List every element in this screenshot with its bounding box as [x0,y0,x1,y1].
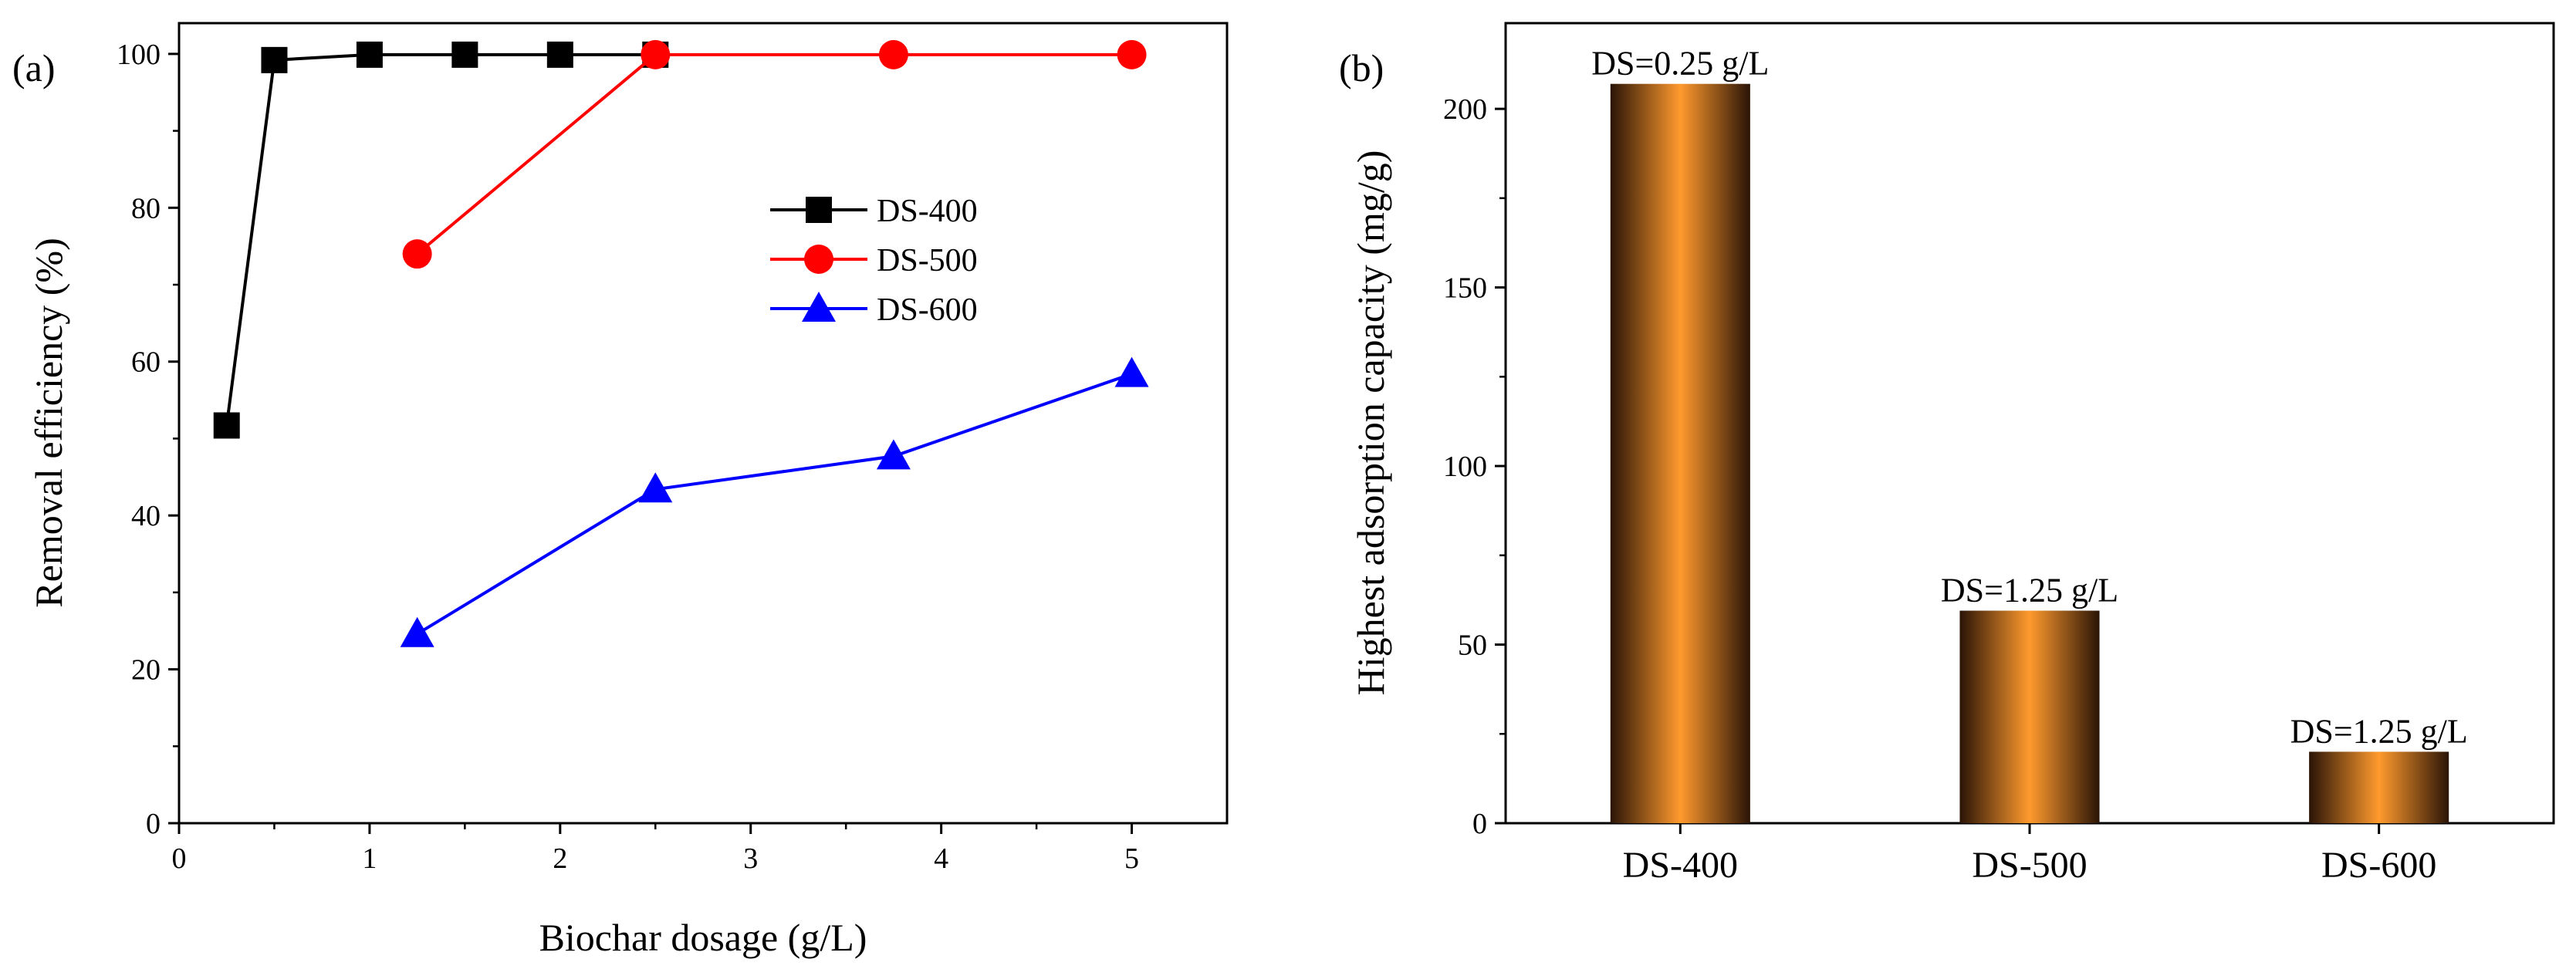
panel-b-ticks: 0 50 100 150 200 [1443,93,1506,840]
panel-a-x-tick-label: 4 [934,842,948,875]
data-point-ds-500 [641,39,671,69]
panel-a-series [213,39,1149,647]
panel-b-y-tick-label: 100 [1443,451,1487,483]
bar-ds-500 [1959,610,2100,823]
panel-a-x-tick-label: 1 [362,842,377,875]
data-point-ds-400 [356,41,383,68]
data-point-ds-500 [402,239,432,269]
panel-b-y-tick-label: 150 [1443,272,1487,305]
panel-b-bars: DS-400 DS=0.25 g/L DS-500 DS=1.25 g/L DS-600… [1591,45,2468,886]
category-label-ds-500: DS-500 [1972,845,2087,886]
panel-a-plot-frame [177,22,1229,825]
panel-a-y-tick-label: 20 [131,654,161,687]
data-point-ds-400 [213,412,240,439]
panel-a-x-axis-title: Biochar dosage (g/L) [539,916,867,959]
panel-a-line-chart: (a) 0 1 2 3 4 5 0 20 40 60 80 100 Biochar dosage (g… [12,22,1229,959]
panel-a-y-tick-label: 40 [131,500,161,532]
legend-marker-ds-400 [806,197,832,223]
series-line-ds-500 [416,52,1132,255]
panel-b-y-axis-title: Highest adsorption capacity (mg/g) [1349,150,1392,696]
panel-a-label: (a) [12,46,56,89]
legend-label-ds-500: DS-500 [877,243,978,279]
panel-a-x-tick-label: 5 [1124,842,1139,875]
data-point-ds-500 [878,39,908,69]
bar-ds-400 [1610,83,1750,824]
panel-a-y-tick-label: 60 [131,346,161,379]
panel-a-y-axis-title: Removal efficiency (%) [27,238,70,607]
legend-label-ds-400: DS-400 [877,194,978,229]
panel-a-x-tick-label: 2 [553,842,567,875]
bar-annotation-ds-400: DS=0.25 g/L [1591,45,1769,83]
data-point-ds-600 [638,472,673,503]
data-point-ds-600 [1114,356,1149,387]
bar-annotation-ds-600: DS=1.25 g/L [2290,712,2468,750]
series-line-ds-600 [416,372,1133,636]
panel-a-ticks: 0 1 2 3 4 5 0 20 40 60 80 100 [117,39,1139,875]
data-point-ds-400 [451,41,478,68]
data-point-ds-600 [400,616,434,647]
panel-a-x-tick-label: 0 [172,842,187,875]
data-point-ds-400 [546,41,573,68]
legend-marker-ds-600 [802,292,836,322]
data-point-ds-600 [876,439,911,470]
panel-b-y-tick-label: 0 [1472,808,1487,840]
panel-b-label: (b) [1339,46,1384,89]
panel-a-legend: DS-400 DS-500 DS-600 [770,194,978,328]
data-point-ds-400 [261,46,288,73]
panel-b-y-tick-label: 200 [1443,93,1487,126]
panel-b-y-tick-label: 50 [1458,630,1487,662]
panel-a-x-tick-label: 3 [743,842,758,875]
bar-annotation-ds-500: DS=1.25 g/L [1941,572,2118,609]
panel-a-y-tick-label: 80 [131,192,161,225]
legend-label-ds-600: DS-600 [877,292,978,328]
category-label-ds-600: DS-600 [2321,845,2436,886]
panel-a-y-tick-label: 100 [117,39,161,71]
legend-marker-ds-500 [804,245,833,274]
data-point-ds-500 [1117,39,1147,69]
series-line-ds-400 [225,52,656,426]
panel-a-y-tick-label: 0 [146,808,161,840]
bar-ds-600 [2309,751,2449,823]
category-label-ds-400: DS-400 [1623,845,1738,886]
panel-b-bar-chart: (b) 0 50 100 150 200 Highest adsorption capa… [1339,22,2555,886]
